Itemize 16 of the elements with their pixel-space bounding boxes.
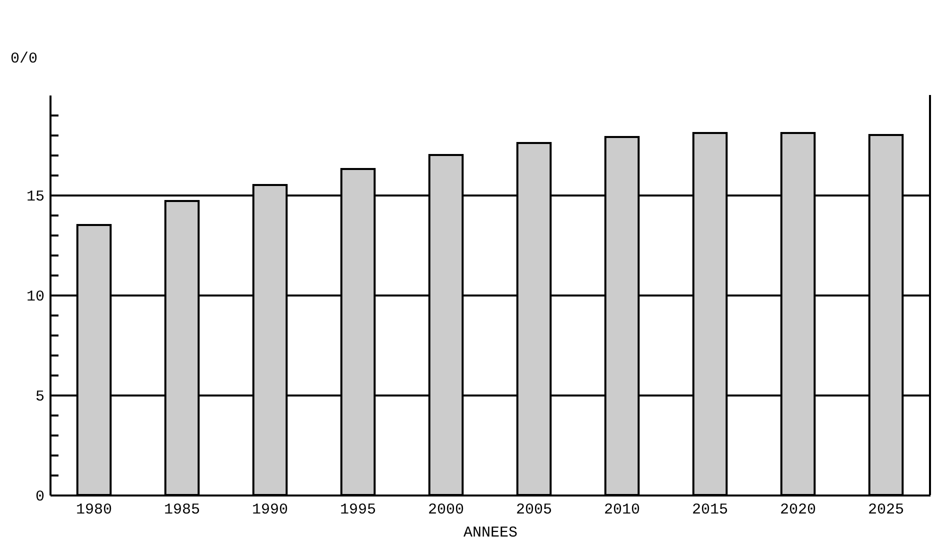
y-tick-label: 0 <box>35 488 44 506</box>
x-tick-label: 1995 <box>340 502 376 518</box>
x-tick-label: 2015 <box>692 502 728 518</box>
x-axis-title: ANNEES <box>463 524 518 537</box>
x-tick-label: 1990 <box>252 502 288 518</box>
x-tick-label: 1980 <box>76 502 112 518</box>
x-tick-label: 2020 <box>780 502 816 518</box>
y-tick-label: 15 <box>26 188 44 206</box>
y-tick-label: 5 <box>35 388 44 406</box>
y-tick-label: 10 <box>26 288 44 306</box>
y-axis-title: 0/0 <box>10 50 38 68</box>
x-tick-label: 1985 <box>164 502 200 518</box>
x-tick-label: 2010 <box>604 502 640 518</box>
x-tick-label: 2000 <box>428 502 464 518</box>
x-tick-label: 2005 <box>516 502 552 518</box>
x-tick-label: 2025 <box>868 502 904 518</box>
